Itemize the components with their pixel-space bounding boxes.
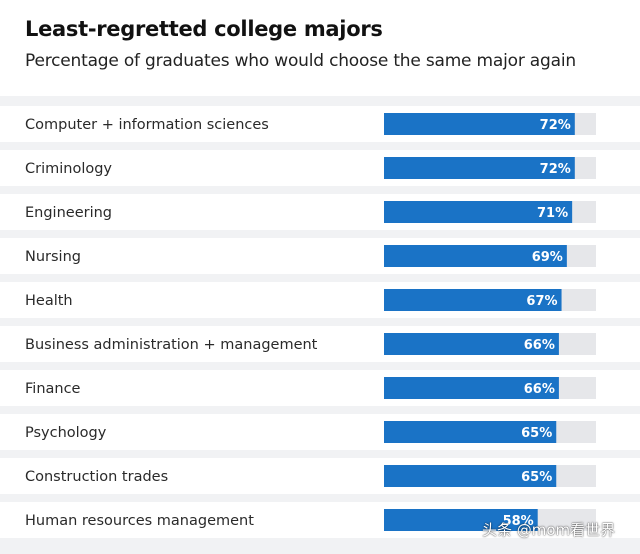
chart-title: Least-regretted college majors xyxy=(25,17,383,41)
bar xyxy=(384,289,562,311)
chart-area: Computer + information sciences 72% Crimin… xyxy=(0,96,640,554)
category-label: Nursing xyxy=(25,249,81,265)
category-label: Psychology xyxy=(25,425,107,441)
bar xyxy=(384,201,573,223)
value-label: 67% xyxy=(526,294,557,309)
category-label: Engineering xyxy=(25,205,112,221)
category-label: Finance xyxy=(25,381,81,397)
bar-chart: Computer + information sciences 72% Crimin… xyxy=(0,106,640,538)
bar xyxy=(384,509,538,531)
category-label: Health xyxy=(25,293,73,309)
value-label: 69% xyxy=(532,250,563,265)
bar xyxy=(384,113,575,135)
bar xyxy=(384,157,575,179)
value-label: 72% xyxy=(540,118,571,133)
category-label: Human resources management xyxy=(25,513,254,529)
bar xyxy=(384,245,567,267)
value-label: 72% xyxy=(540,162,571,177)
category-label: Criminology xyxy=(25,161,112,177)
value-label: 65% xyxy=(521,470,552,485)
bar xyxy=(384,333,559,355)
value-label: 58% xyxy=(503,514,534,529)
watermark: 头条 @mom看世界 xyxy=(482,521,616,539)
bar xyxy=(384,421,557,443)
value-label: 71% xyxy=(537,206,568,221)
value-label: 66% xyxy=(524,338,555,353)
bar xyxy=(384,465,557,487)
category-label: Construction trades xyxy=(25,469,168,485)
chart-subtitle: Percentage of graduates who would choose… xyxy=(25,51,576,71)
value-label: 66% xyxy=(524,382,555,397)
category-label: Computer + information sciences xyxy=(25,117,269,133)
category-label: Business administration + management xyxy=(25,337,318,353)
value-label: 65% xyxy=(521,426,552,441)
bar xyxy=(384,377,559,399)
